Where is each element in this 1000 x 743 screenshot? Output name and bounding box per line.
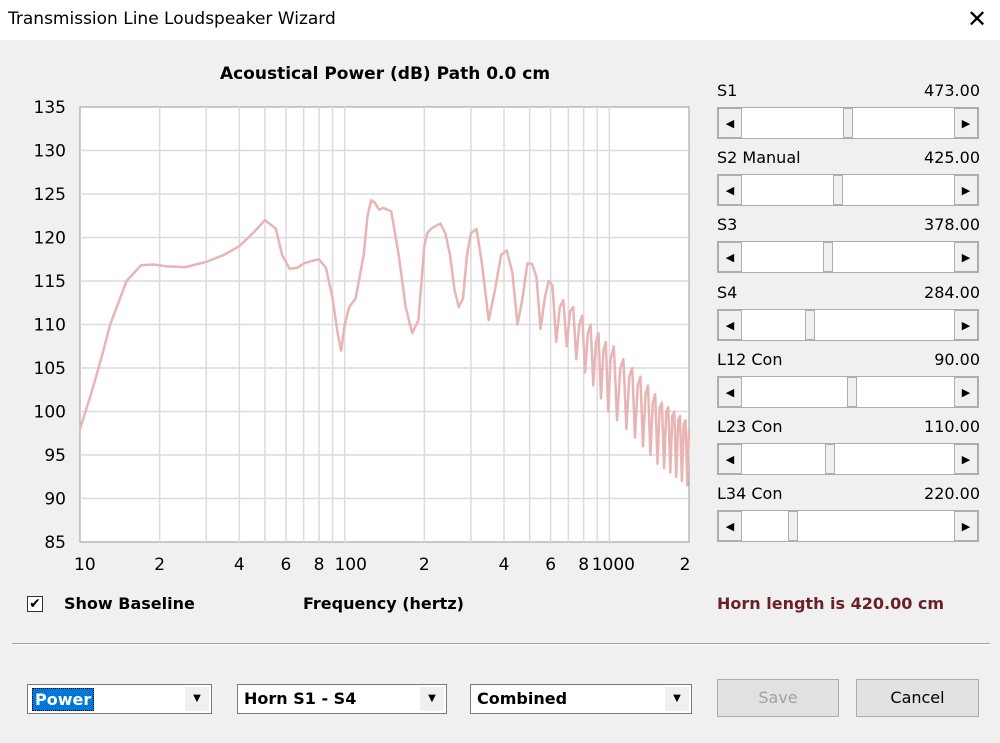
x-tick-label: 4 [234,555,245,575]
scroll-left-icon[interactable]: ◀ [718,242,742,272]
chevron-down-icon[interactable]: ▼ [185,687,209,711]
slider-value: 110.00 [924,417,980,436]
scroll-left-icon[interactable]: ◀ [718,444,742,474]
output-value: Combined [477,689,568,708]
scroll-left-icon[interactable]: ◀ [718,175,742,205]
scroll-right-icon[interactable]: ▶ [954,377,978,407]
cancel-button[interactable]: Cancel [856,679,979,717]
x-tick-label: 8 [578,555,589,575]
scroll-right-icon[interactable]: ▶ [954,175,978,205]
y-tick-label: 110 [34,316,66,336]
y-tick-label: 125 [34,185,66,205]
slider-label: L34 Con [717,484,783,503]
slider-thumb[interactable] [788,511,799,541]
scroll-right-icon[interactable]: ▶ [954,108,978,138]
scroll-right-icon[interactable]: ▶ [954,444,978,474]
title-bar: Transmission Line Loudspeaker Wizard ✕ [0,0,1000,40]
slider-scrollbar[interactable]: ◀ ▶ [717,510,979,542]
chevron-down-icon[interactable]: ▼ [420,687,444,711]
scroll-left-icon[interactable]: ◀ [718,310,742,340]
scroll-right-icon[interactable]: ▶ [954,511,978,541]
chart-title: Acoustical Power (dB) Path 0.0 cm [219,64,551,84]
x-axis-label: Frequency (hertz) [303,594,464,613]
scroll-right-icon[interactable]: ▶ [954,242,978,272]
horn-section-combo[interactable]: Horn S1 - S4 ▼ [237,684,447,714]
slider-value: 473.00 [924,81,980,100]
slider-label: L12 Con [717,350,783,369]
slider-scrollbar[interactable]: ◀ ▶ [717,241,979,273]
slider-value: 90.00 [934,350,980,369]
x-tick-label: 6 [281,555,292,575]
horn-length-text: Horn length is 420.00 cm [717,594,945,613]
power-chart: 135 130 125 120 115 110 105 100 95 90 85 10 2 4 6 8 100 2… [34,98,691,575]
power-curve [78,198,691,487]
save-button[interactable]: Save [717,679,839,717]
separator-line [12,643,990,645]
x-tick-label: 100 [334,555,366,575]
view-mode-value: Power [32,688,95,711]
output-combo[interactable]: Combined ▼ [470,684,692,714]
slider-thumb[interactable] [822,242,833,272]
scroll-left-icon[interactable]: ◀ [718,511,742,541]
horn-section-value: Horn S1 - S4 [244,689,357,708]
x-tick-label: 1000 [592,555,635,575]
slider-label: S1 [717,81,738,100]
x-tick-label: 2 [680,555,691,575]
slider-thumb[interactable] [804,310,815,340]
slider-value: 220.00 [924,484,980,503]
slider-label: L23 Con [717,417,783,436]
y-tick-label: 95 [44,446,66,466]
view-mode-combo[interactable]: Power ▼ [27,684,212,714]
x-tick-label: 10 [74,555,96,575]
slider-value: 378.00 [924,215,980,234]
slider-scrollbar[interactable]: ◀ ▶ [717,443,979,475]
slider-value: 284.00 [924,283,980,302]
y-tick-label: 90 [44,490,66,510]
y-tick-label: 130 [34,142,66,162]
show-baseline-checkbox[interactable]: ✔ [27,596,43,612]
y-tick-label: 85 [44,533,66,553]
x-tick-label: 2 [154,555,165,575]
slider-thumb[interactable] [832,175,843,205]
slider-scrollbar[interactable]: ◀ ▶ [717,174,979,206]
show-baseline-label[interactable]: Show Baseline [64,594,195,613]
x-tick-label: 2 [419,555,430,575]
slider-scrollbar[interactable]: ◀ ▶ [717,376,979,408]
y-tick-label: 105 [34,359,66,379]
slider-scrollbar[interactable]: ◀ ▶ [717,107,979,139]
slider-scrollbar[interactable]: ◀ ▶ [717,309,979,341]
slider-thumb[interactable] [843,108,853,138]
y-tick-label: 120 [34,229,66,249]
slider-thumb[interactable] [847,377,858,407]
slider-label: S4 [717,283,738,302]
slider-thumb[interactable] [824,444,835,474]
scroll-left-icon[interactable]: ◀ [718,108,742,138]
slider-value: 425.00 [924,148,980,167]
x-tick-label: 6 [545,555,556,575]
scroll-left-icon[interactable]: ◀ [718,377,742,407]
chevron-down-icon[interactable]: ▼ [665,687,689,711]
slider-label: S3 [717,215,738,234]
y-tick-label: 135 [34,98,66,118]
slider-label: S2 Manual [717,148,801,167]
window-title: Transmission Line Loudspeaker Wizard [8,9,336,29]
x-tick-label: 8 [314,555,325,575]
x-tick-label: 4 [499,555,510,575]
y-tick-label: 100 [34,403,66,423]
y-tick-label: 115 [34,272,66,292]
scroll-right-icon[interactable]: ▶ [954,310,978,340]
close-icon[interactable]: ✕ [966,5,988,33]
